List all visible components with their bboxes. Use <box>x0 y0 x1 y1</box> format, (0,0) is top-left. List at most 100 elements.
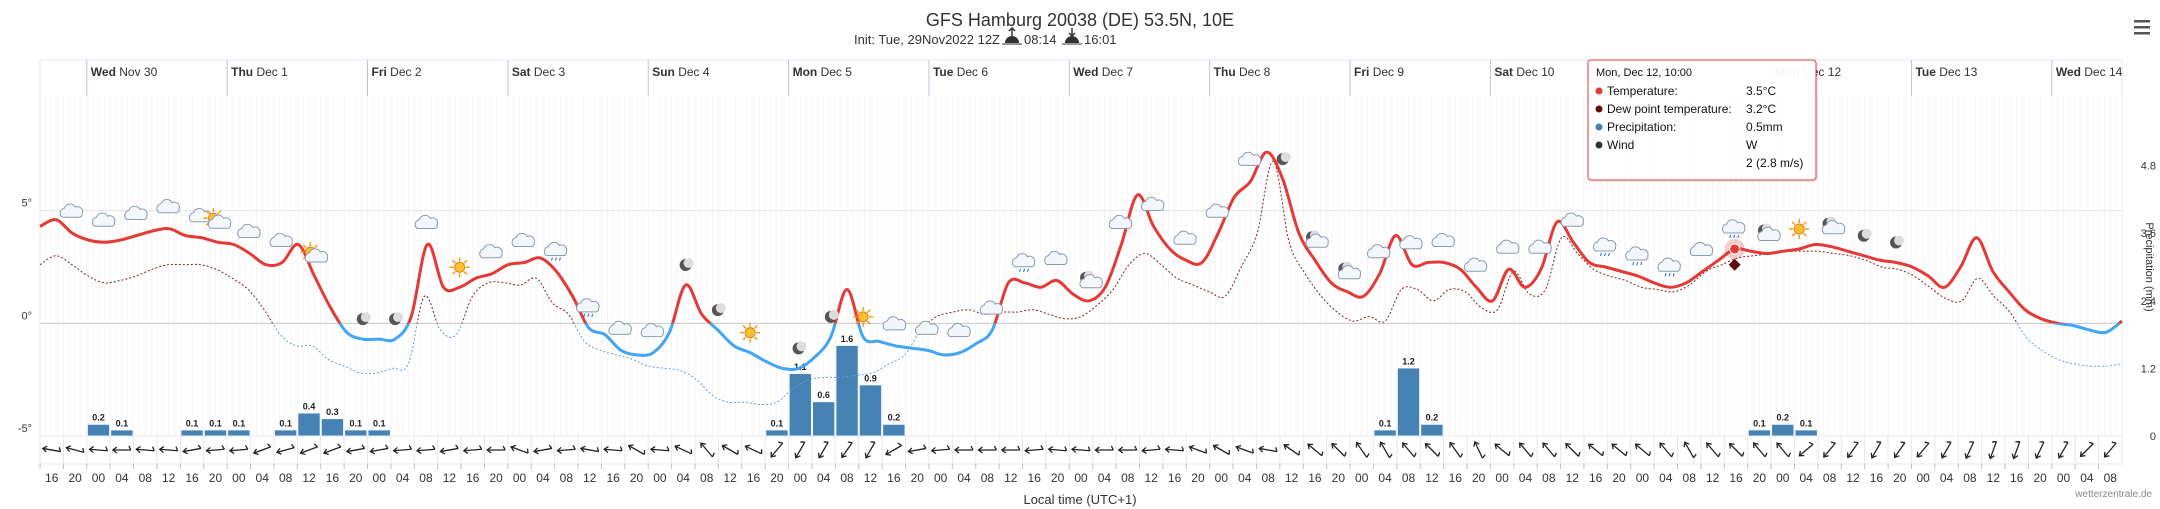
precip-bar[interactable] <box>836 345 858 436</box>
wind-arrow-icon <box>88 446 109 454</box>
wind-arrow-icon <box>1542 442 1558 458</box>
weather-icon-moon-cloud <box>1821 216 1846 235</box>
credit-link[interactable]: wetterzentrale.de <box>2074 489 2152 500</box>
wind-arrow-icon <box>1117 445 1138 454</box>
x-tick-label: 16 <box>1729 471 1743 485</box>
x-tick-label: 20 <box>1332 471 1346 485</box>
weather-icon-cloudy-sun <box>203 208 232 229</box>
precip-bar[interactable] <box>812 402 835 436</box>
precip-tick-label: 0 <box>2150 431 2156 443</box>
x-tick-label: 16 <box>466 471 480 485</box>
tooltip-legend-dot <box>1595 123 1603 131</box>
precip-bar[interactable] <box>228 430 250 436</box>
wind-arrow-icon <box>885 442 903 456</box>
wind-arrow-icon <box>1164 446 1185 454</box>
precip-bar[interactable] <box>204 430 227 436</box>
weather-icon-cloud <box>640 322 665 338</box>
weather-icon-moon-cloud <box>1079 270 1103 289</box>
precip-bar[interactable] <box>859 385 882 436</box>
weather-icon-cloud <box>237 223 261 238</box>
precip-bar[interactable] <box>111 430 133 436</box>
precip-bar[interactable] <box>321 419 344 436</box>
weather-icon-moon <box>824 309 839 323</box>
day-label: Sat Dec 10 <box>1494 65 1554 79</box>
wind-arrow-icon <box>1235 444 1254 454</box>
precip-bar[interactable] <box>883 424 905 436</box>
precip-bar[interactable] <box>1748 430 1771 436</box>
x-tick-label: 12 <box>1285 471 1299 485</box>
x-tick-label: 08 <box>2104 471 2118 485</box>
precip-bar[interactable] <box>1397 368 1420 436</box>
weather-icon-cloud <box>1528 239 1552 254</box>
precip-bar[interactable] <box>345 430 367 436</box>
wind-arrow-icon <box>2034 441 2045 460</box>
x-tick-label: 20 <box>209 471 223 485</box>
x-tick-label: 08 <box>1823 471 1837 485</box>
precip-bar[interactable] <box>789 374 811 436</box>
wind-arrow-icon <box>1683 441 1697 459</box>
x-tick-label: 16 <box>1449 471 1463 485</box>
tooltip-row-value: 3.5°C <box>1746 84 1776 98</box>
x-tick-label: 12 <box>723 471 737 485</box>
wind-arrow-icon <box>1331 442 1347 457</box>
x-tick-label: 16 <box>185 471 199 485</box>
wind-arrow-icon <box>1212 444 1231 456</box>
x-tick-label: 08 <box>279 471 293 485</box>
x-tick-label: 00 <box>92 471 106 485</box>
precip-bar[interactable] <box>298 413 320 436</box>
temperature-line-below-zero <box>338 323 2122 372</box>
wind-arrow-icon <box>977 445 998 454</box>
precip-bar[interactable] <box>1772 424 1794 436</box>
wind-arrow-icon <box>556 445 576 454</box>
weather-icon-cloud <box>608 320 632 335</box>
weather-icon-cloud-rain <box>1592 237 1617 257</box>
wind-arrow-icon <box>1379 441 1393 459</box>
wind-arrow-icon <box>1893 441 1906 459</box>
x-tick-label: 12 <box>1846 471 1860 485</box>
grid-lines <box>39 96 2123 437</box>
precip-bar[interactable] <box>1421 424 1443 436</box>
x-tick-label: 12 <box>1706 471 1720 485</box>
wind-arrow-icon <box>205 445 225 454</box>
weather-icon-moon <box>792 341 807 355</box>
x-tick-label: 12 <box>1145 471 1159 485</box>
x-tick-label: 08 <box>1542 471 1556 485</box>
x-tick-label: 04 <box>817 471 831 485</box>
x-tick-label: 00 <box>1916 471 1930 485</box>
x-tick-label: 00 <box>1215 471 1229 485</box>
precip-bar[interactable] <box>368 430 390 436</box>
wind-arrow-icon <box>674 444 693 455</box>
wind-arrow-icon <box>1988 440 1998 460</box>
x-tick-label: 04 <box>1800 471 1814 485</box>
x-tick-label: 12 <box>1425 471 1439 485</box>
hamburger-menu-icon[interactable] <box>2134 20 2150 35</box>
weather-icon-cloud <box>1205 203 1229 218</box>
weather-icon-cloud <box>414 214 439 229</box>
weather-icon-cloud <box>1431 232 1455 247</box>
precip-value-label: 0.1 <box>771 418 784 428</box>
x-tick-label: 12 <box>1004 471 1018 485</box>
precip-bar[interactable] <box>181 430 203 436</box>
wind-arrow-icon <box>1424 442 1441 457</box>
x-tick-label: 20 <box>2033 471 2047 485</box>
x-tick-label: 00 <box>513 471 527 485</box>
wind-arrow-icon <box>953 445 974 454</box>
x-tick-label: 04 <box>677 471 691 485</box>
wind-arrow-icon <box>1964 441 1975 460</box>
x-tick-label: 12 <box>162 471 176 485</box>
precip-bar[interactable] <box>274 430 297 436</box>
wind-arrow-icon <box>1706 442 1721 458</box>
wind-arrow-icon <box>2011 440 2021 460</box>
tooltip-box <box>1587 59 1817 181</box>
wind-arrow-icon <box>462 445 483 454</box>
wind-arrow-icon <box>322 443 342 456</box>
precip-bar[interactable] <box>1795 430 1817 436</box>
x-tick-label: 08 <box>1963 471 1977 485</box>
precip-bar[interactable] <box>1374 430 1396 436</box>
wind-arrow-icon <box>1823 441 1836 458</box>
precip-bar[interactable] <box>87 424 110 436</box>
x-tick-label: 08 <box>139 471 153 485</box>
precip-bar[interactable] <box>766 430 788 436</box>
day-label: Thu Dec 8 <box>1214 65 1271 79</box>
precip-value-label: 0.2 <box>888 413 901 423</box>
